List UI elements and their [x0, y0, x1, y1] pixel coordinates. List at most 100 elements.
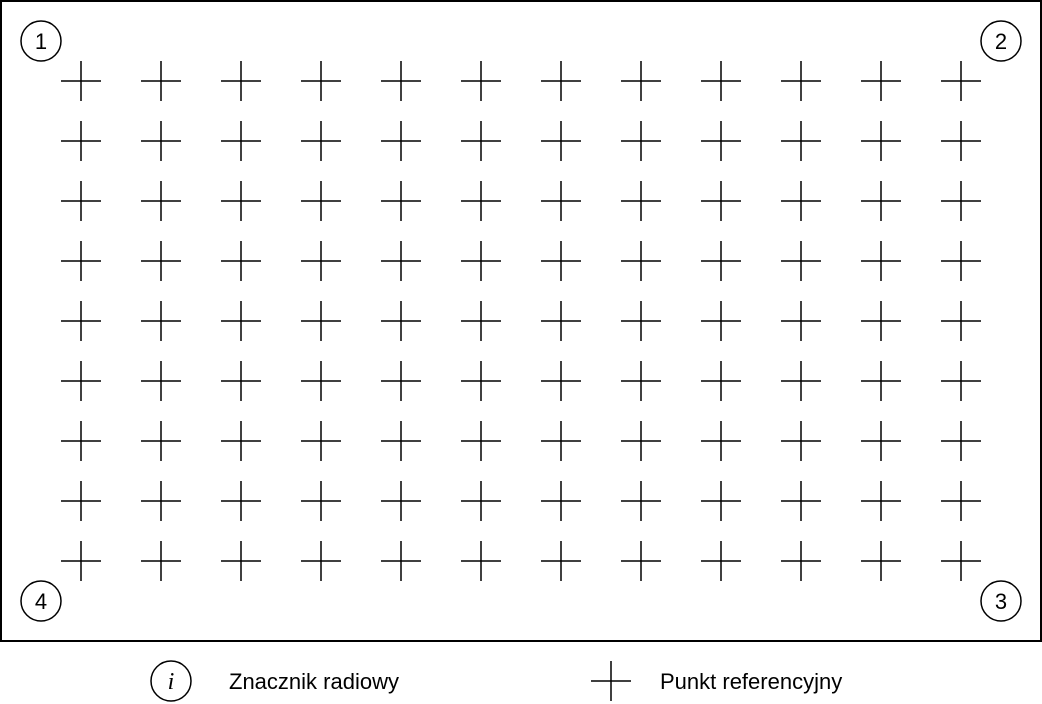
legend-radio-tag-label: Znacznik radiowy [229, 669, 399, 694]
cross-icon [61, 181, 101, 221]
cross-icon [141, 241, 181, 281]
radio-tag-circle [20, 580, 62, 622]
cross-icon [861, 541, 901, 581]
cross-icon [861, 361, 901, 401]
cross-icon [701, 421, 741, 461]
cross-icon [861, 301, 901, 341]
cross-icon [541, 181, 581, 221]
cross-icon [701, 121, 741, 161]
cross-icon [221, 421, 261, 461]
cross-icon [941, 181, 981, 221]
cross-icon [781, 541, 821, 581]
cross-icon [591, 661, 631, 701]
cross-icon [861, 421, 901, 461]
cross-icon [941, 541, 981, 581]
cross-icon [941, 301, 981, 341]
cross-icon [701, 481, 741, 521]
cross-icon [61, 241, 101, 281]
cross-icon [301, 61, 341, 101]
radio-tag-circle [20, 20, 62, 62]
cross-icon [141, 301, 181, 341]
cross-icon [61, 61, 101, 101]
cross-icon [141, 61, 181, 101]
cross-icon [461, 61, 501, 101]
radio-tag-2: 2 [980, 20, 1022, 62]
cross-icon [621, 481, 661, 521]
cross-icon [221, 541, 261, 581]
cross-icon [301, 421, 341, 461]
cross-icon [621, 541, 661, 581]
cross-icon [221, 361, 261, 401]
cross-icon [381, 121, 421, 161]
cross-icon [461, 181, 501, 221]
cross-icon [941, 361, 981, 401]
cross-icon [61, 121, 101, 161]
cross-icon [301, 541, 341, 581]
legend-radio-tag-symbol-letter: i [168, 669, 175, 695]
cross-icon [541, 481, 581, 521]
legend-reference-point-label: Punkt referencyjny [660, 669, 842, 694]
radio-tag-circle [980, 20, 1022, 62]
cross-icon [381, 481, 421, 521]
cross-icon [301, 121, 341, 161]
cross-icon [861, 181, 901, 221]
cross-icon [301, 181, 341, 221]
cross-icon [141, 541, 181, 581]
cross-icon [781, 481, 821, 521]
cross-icon [861, 481, 901, 521]
cross-icon [781, 121, 821, 161]
cross-icon [461, 361, 501, 401]
cross-icon [701, 181, 741, 221]
cross-icon [941, 241, 981, 281]
radio-tag-label: 3 [995, 589, 1007, 614]
cross-icon [781, 361, 821, 401]
cross-icon [61, 481, 101, 521]
cross-icon [221, 301, 261, 341]
radio-tag-label: 1 [35, 29, 47, 54]
radio-tags: 1 2 3 4 [20, 20, 1022, 622]
cross-icon [861, 121, 901, 161]
cross-icon [621, 421, 661, 461]
cross-icon [301, 481, 341, 521]
cross-icon [61, 541, 101, 581]
cross-icon [541, 421, 581, 461]
radio-tag-label: 4 [35, 589, 47, 614]
cross-icon [781, 421, 821, 461]
cross-icon [541, 361, 581, 401]
cross-icon [941, 421, 981, 461]
cross-icon [381, 241, 421, 281]
cross-icon [461, 421, 501, 461]
cross-icon [221, 121, 261, 161]
cross-icon [541, 541, 581, 581]
cross-icon [781, 301, 821, 341]
cross-icon [301, 361, 341, 401]
cross-icon [141, 181, 181, 221]
cross-icon [381, 361, 421, 401]
cross-icon [541, 121, 581, 161]
cross-icon [701, 241, 741, 281]
cross-icon [221, 481, 261, 521]
radio-tag-1: 1 [20, 20, 62, 62]
cross-icon [141, 121, 181, 161]
cross-icon [941, 481, 981, 521]
legend: i Znacznik radiowy Punkt referencyjny [150, 660, 842, 702]
cross-icon [141, 361, 181, 401]
cross-icon [861, 241, 901, 281]
cross-icon [61, 361, 101, 401]
cross-icon [621, 241, 661, 281]
cross-icon [781, 181, 821, 221]
cross-icon [621, 61, 661, 101]
reference-point-grid [61, 61, 981, 581]
radio-tag-label: 2 [995, 29, 1007, 54]
radio-tag-circle [980, 580, 1022, 622]
cross-icon [941, 121, 981, 161]
cross-icon [621, 181, 661, 221]
cross-icon [461, 481, 501, 521]
cross-icon [621, 361, 661, 401]
cross-icon [541, 61, 581, 101]
cross-icon [701, 301, 741, 341]
room-boundary [0, 0, 1042, 642]
cross-icon [781, 61, 821, 101]
cross-icon [941, 61, 981, 101]
